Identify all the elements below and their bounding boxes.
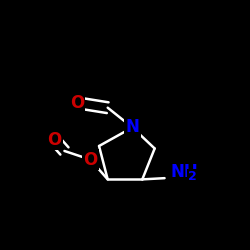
Text: O: O bbox=[70, 94, 84, 112]
Text: O: O bbox=[48, 131, 62, 149]
Text: NH: NH bbox=[171, 163, 198, 181]
Text: 2: 2 bbox=[188, 170, 197, 183]
Text: O: O bbox=[83, 150, 98, 168]
Text: N: N bbox=[126, 118, 139, 136]
